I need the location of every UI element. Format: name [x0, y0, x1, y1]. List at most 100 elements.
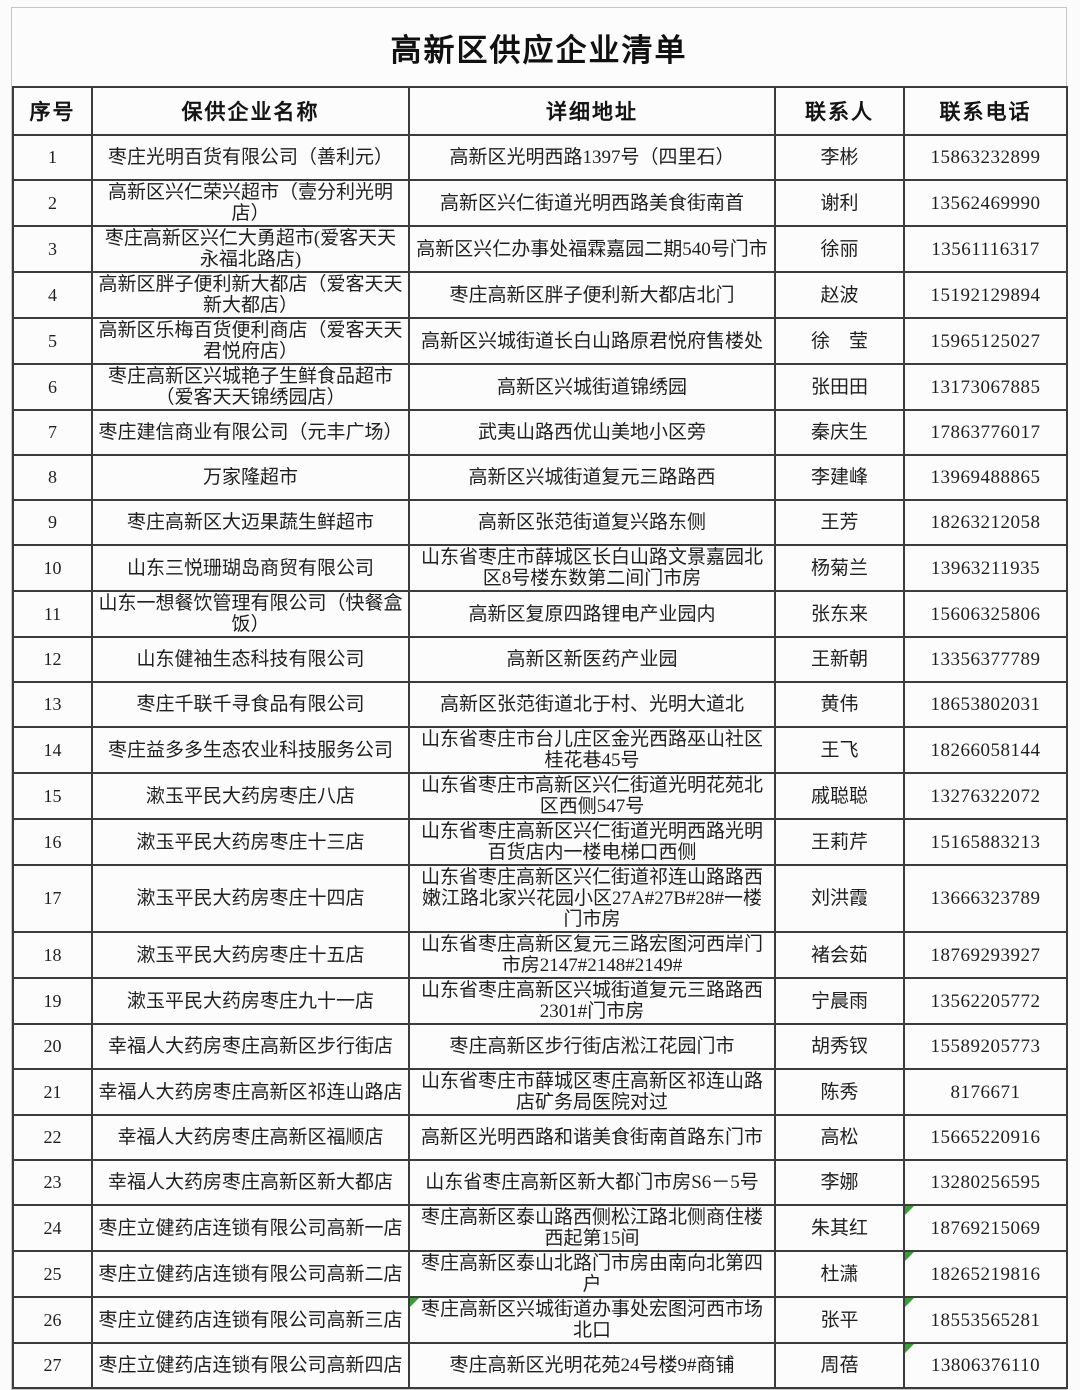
green-corner-marker-icon	[906, 1299, 914, 1307]
cell-phone: 18769215069	[903, 1204, 1068, 1252]
table-row: 16 漱玉平民大药房枣庄十三店 山东省枣庄高新区兴仁街道光明西路光明百货店内一楼…	[12, 818, 1068, 866]
cell-phone: 13276322072	[903, 772, 1068, 820]
cell-index: 23	[12, 1159, 93, 1206]
table-row: 6 枣庄高新区兴城艳子生鲜食品超市（爱客天天锦绣园店） 高新区兴城街道锦绣园 张…	[12, 363, 1068, 411]
cell-company-name: 幸福人大药房枣庄高新区福顺店	[91, 1114, 410, 1161]
cell-address: 高新区复原四路锂电产业园内	[408, 590, 776, 638]
cell-company-name: 高新区胖子便利新大都店（爱客天天新大都店）	[91, 271, 410, 319]
cell-index: 18	[12, 931, 93, 979]
cell-phone: 15606325806	[903, 590, 1068, 638]
cell-company-name: 幸福人大药房枣庄高新区新大都店	[91, 1159, 410, 1206]
cell-phone: 15589205773	[903, 1023, 1068, 1070]
cell-index: 11	[12, 590, 93, 638]
cell-address: 枣庄高新区胖子便利新大都店北门	[408, 271, 776, 319]
cell-phone: 13963211935	[903, 544, 1068, 592]
cell-address: 高新区光明西路和谐美食街南首路东门市	[408, 1114, 776, 1161]
cell-phone: 13280256595	[903, 1159, 1068, 1206]
cell-phone: 13562469990	[903, 179, 1068, 227]
cell-index: 3	[12, 225, 93, 273]
cell-phone: 18769293927	[903, 931, 1068, 979]
cell-contact: 宁晨雨	[774, 977, 905, 1025]
cell-phone: 13356377789	[903, 636, 1068, 683]
cell-index: 12	[12, 636, 93, 683]
cell-index: 7	[12, 409, 93, 456]
table-row: 14 枣庄益多多生态农业科技服务公司 山东省枣庄市台儿庄区金光西路巫山社区桂花巷…	[12, 726, 1068, 774]
cell-contact: 李娜	[774, 1159, 905, 1206]
cell-company-name: 枣庄高新区兴仁大勇超市(爱客天天永福北路店)	[91, 225, 410, 273]
cell-contact: 刘洪霞	[774, 864, 905, 933]
cell-company-name: 幸福人大药房枣庄高新区祁连山路店	[91, 1068, 410, 1116]
cell-company-name: 漱玉平民大药房枣庄十四店	[91, 864, 410, 933]
cell-address: 山东省枣庄高新区兴城街道复元三路路西2301#门市房	[408, 977, 776, 1025]
cell-phone: 13173067885	[903, 363, 1068, 411]
cell-address: 枣庄高新区步行街店淞江花园门市	[408, 1023, 776, 1070]
header-row: 序号 保供企业名称 详细地址 联系人 联系电话	[12, 86, 1068, 136]
table-body: 1 枣庄光明百货有限公司（善利元） 高新区光明西路1397号（四里石） 李彬 1…	[12, 134, 1068, 1389]
table-row: 23 幸福人大药房枣庄高新区新大都店 山东省枣庄高新区新大都门市房S6－5号 李…	[12, 1159, 1068, 1206]
cell-index: 4	[12, 271, 93, 319]
cell-contact: 戚聪聪	[774, 772, 905, 820]
table-row: 10 山东三悦珊瑚岛商贸有限公司 山东省枣庄市薛城区长白山路文景嘉园北区8号楼东…	[12, 544, 1068, 592]
cell-index: 27	[12, 1342, 93, 1389]
cell-address: 山东省枣庄市薛城区长白山路文景嘉园北区8号楼东数第二间门市房	[408, 544, 776, 592]
cell-company-name: 漱玉平民大药房枣庄十五店	[91, 931, 410, 979]
cell-phone: 13561116317	[903, 225, 1068, 273]
cell-index: 13	[12, 681, 93, 728]
cell-phone: 18265219816	[903, 1250, 1068, 1298]
cell-phone: 15192129894	[903, 271, 1068, 319]
cell-address: 武夷山路西优山美地小区旁	[408, 409, 776, 456]
cell-company-name: 枣庄立健药店连锁有限公司高新一店	[91, 1204, 410, 1252]
cell-index: 17	[12, 864, 93, 933]
cell-index: 10	[12, 544, 93, 592]
cell-index: 26	[12, 1296, 93, 1344]
document-sheet: 高新区供应企业清单 序号 保供企业名称 详细地址 联系人 联系电话 1 枣庄光明…	[11, 7, 1068, 1390]
cell-phone: 15665220916	[903, 1114, 1068, 1161]
cell-index: 21	[12, 1068, 93, 1116]
cell-address: 山东省枣庄高新区新大都门市房S6－5号	[408, 1159, 776, 1206]
cell-company-name: 枣庄光明百货有限公司（善利元）	[91, 134, 410, 181]
cell-index: 24	[12, 1204, 93, 1252]
cell-company-name: 漱玉平民大药房枣庄八店	[91, 772, 410, 820]
col-header-address: 详细地址	[408, 86, 776, 136]
table-row: 19 漱玉平民大药房枣庄九十一店 山东省枣庄高新区兴城街道复元三路路西2301#…	[12, 977, 1068, 1025]
table-row: 15 漱玉平民大药房枣庄八店 山东省枣庄市高新区兴仁街道光明花苑北区西侧547号…	[12, 772, 1068, 820]
cell-address: 枣庄高新区泰山北路门市房由南向北第四户	[408, 1250, 776, 1298]
cell-contact: 徐 莹	[774, 317, 905, 365]
cell-phone: 18263212058	[903, 499, 1068, 546]
cell-phone: 13562205772	[903, 977, 1068, 1025]
table-header: 序号 保供企业名称 详细地址 联系人 联系电话	[12, 86, 1068, 136]
cell-index: 6	[12, 363, 93, 411]
cell-company-name: 山东健袖生态科技有限公司	[91, 636, 410, 683]
cell-index: 25	[12, 1250, 93, 1298]
table-row: 2 高新区兴仁荣兴超市（壹分利光明店） 高新区兴仁街道光明西路美食街南首 谢利 …	[12, 179, 1068, 227]
cell-contact: 胡秀钗	[774, 1023, 905, 1070]
cell-contact: 杜潇	[774, 1250, 905, 1298]
cell-company-name: 枣庄立健药店连锁有限公司高新三店	[91, 1296, 410, 1344]
cell-address: 高新区兴城街道长白山路原君悦府售楼处	[408, 317, 776, 365]
cell-contact: 张平	[774, 1296, 905, 1344]
cell-company-name: 枣庄高新区兴城艳子生鲜食品超市（爱客天天锦绣园店）	[91, 363, 410, 411]
green-corner-marker-icon	[411, 1299, 419, 1307]
table-row: 8 万家隆超市 高新区兴城街道复元三路路西 李建峰 13969488865	[12, 454, 1068, 501]
cell-contact: 张东来	[774, 590, 905, 638]
table-row: 22 幸福人大药房枣庄高新区福顺店 高新区光明西路和谐美食街南首路东门市 高松 …	[12, 1114, 1068, 1161]
cell-contact: 李彬	[774, 134, 905, 181]
cell-contact: 周蓓	[774, 1342, 905, 1389]
cell-phone: 18553565281	[903, 1296, 1068, 1344]
cell-company-name: 高新区乐梅百货便利商店（爱客天天君悦府店）	[91, 317, 410, 365]
cell-phone: 18653802031	[903, 681, 1068, 728]
cell-contact: 张田田	[774, 363, 905, 411]
cell-phone: 8176671	[903, 1068, 1068, 1116]
cell-address: 高新区张范街道北于村、光明大道北	[408, 681, 776, 728]
cell-address: 枣庄高新区兴城街道办事处宏图河西市场北口	[408, 1296, 776, 1344]
cell-company-name: 漱玉平民大药房枣庄十三店	[91, 818, 410, 866]
table-row: 27 枣庄立健药店连锁有限公司高新四店 枣庄高新区光明花苑24号楼9#商铺 周蓓…	[12, 1342, 1068, 1389]
cell-contact: 王飞	[774, 726, 905, 774]
cell-address: 山东省枣庄高新区兴仁街道祁连山路路西嫩江路北家兴花园小区27A#27B#28#一…	[408, 864, 776, 933]
cell-phone: 13969488865	[903, 454, 1068, 501]
table-row: 9 枣庄高新区大迈果蔬生鲜超市 高新区张范街道复兴路东侧 王芳 18263212…	[12, 499, 1068, 546]
table-row: 18 漱玉平民大药房枣庄十五店 山东省枣庄高新区复元三路宏图河西岸门市房2147…	[12, 931, 1068, 979]
cell-contact: 王莉芹	[774, 818, 905, 866]
cell-contact: 黄伟	[774, 681, 905, 728]
cell-index: 19	[12, 977, 93, 1025]
